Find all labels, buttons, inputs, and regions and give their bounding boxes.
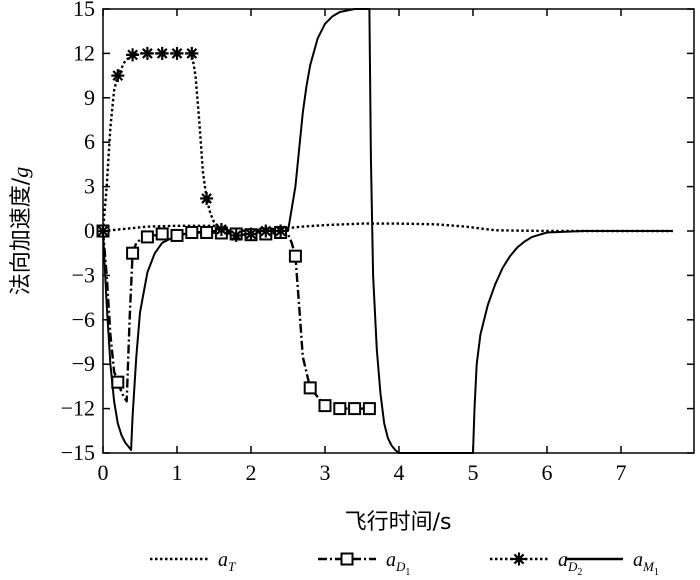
legend-marker-aD1: [340, 552, 354, 566]
y-tick-label: 9: [84, 85, 95, 110]
legend-marker-aD2: [512, 552, 526, 566]
asterisk-stroke: [260, 225, 272, 237]
y-axis-title: 法向加速度/g: [8, 167, 34, 295]
marker-aD2: [140, 46, 154, 60]
marker-aD1: [200, 225, 214, 239]
legend-main: a: [386, 549, 396, 571]
marker-aD1: [185, 225, 199, 239]
series-line-aD1: [101, 230, 370, 410]
asterisk-stroke: [97, 225, 109, 237]
marker-aD1: [170, 228, 184, 242]
marker-aD1: [111, 375, 125, 389]
x-axis-title: 飞行时间/s: [345, 510, 452, 535]
legend-label-aM1: aM1: [633, 549, 659, 578]
y-tick-label: 12: [73, 40, 95, 65]
legend-main: a: [558, 549, 568, 571]
marker-aD2: [111, 69, 125, 83]
legend-subsub: 2: [577, 567, 582, 578]
asterisk-stroke: [230, 230, 242, 241]
x-tick-label: 6: [542, 460, 553, 485]
marker-aD2: [170, 46, 184, 60]
asterisk-stroke: [216, 224, 227, 235]
x-axis-ticks: 0 1 2 3 4 5 6 7: [98, 9, 627, 485]
legend-main: a: [633, 549, 643, 571]
marker-aD2: [200, 191, 214, 205]
series-line-aD2: [101, 52, 281, 237]
y-tick-label: 0: [84, 218, 95, 243]
asterisk-stroke: [513, 553, 525, 565]
marker-aD2: [274, 224, 288, 238]
x-tick-label: 4: [394, 460, 405, 485]
y-axis-title-unit: g: [8, 167, 33, 178]
marker-layer: [96, 46, 376, 416]
y-tick-label: −6: [72, 307, 95, 332]
x-tick-label: 5: [468, 460, 479, 485]
legend-label-aD1: aD1: [386, 549, 410, 578]
legend-sub: D: [567, 559, 578, 574]
marker-aD2: [185, 46, 199, 60]
marker-aD1: [333, 402, 347, 416]
y-tick-label: −3: [72, 262, 95, 287]
marker-aD2: [155, 46, 169, 60]
marker-aD2: [96, 224, 110, 238]
legend-sub: T: [228, 559, 236, 574]
marker-aD2: [229, 228, 243, 242]
marker-aD1: [318, 399, 332, 413]
marker-aD2: [126, 48, 140, 62]
marker-aD1: [348, 402, 362, 416]
legend-main: a: [218, 549, 228, 571]
y-axis-ticks: 15 12 9 6 3 0 −3 −6 −9 −12 −15: [61, 0, 694, 465]
asterisk-stroke: [201, 193, 212, 204]
asterisk-stroke: [156, 48, 168, 59]
x-tick-label: 1: [172, 460, 183, 485]
marker-aD1: [126, 246, 140, 260]
legend-label-aD2: aD2: [558, 549, 582, 578]
asterisk-stroke: [245, 228, 257, 240]
y-tick-label: −9: [72, 351, 95, 376]
marker-aD1: [140, 230, 154, 244]
asterisk-stroke: [127, 49, 138, 61]
x-tick-label: 0: [98, 460, 109, 485]
legend-label-aT: aT: [218, 549, 236, 574]
marker-aD1: [288, 249, 302, 263]
legend-sub: D: [395, 559, 406, 574]
legend-subsub: 1: [405, 567, 410, 578]
y-tick-label: −15: [61, 440, 95, 465]
y-tick-label: 3: [84, 174, 95, 199]
marker-aD2: [259, 224, 273, 238]
marker-aD1: [155, 227, 169, 241]
x-tick-label: 3: [320, 460, 331, 485]
marker-aD1: [362, 402, 376, 416]
marker-aD2: [214, 223, 228, 237]
legend-sub: M: [642, 559, 655, 574]
asterisk-stroke: [275, 225, 286, 237]
asterisk-stroke: [186, 48, 198, 59]
legend-subsub: 1: [654, 567, 659, 578]
series-line-aT: [102, 222, 673, 233]
x-tick-label: 2: [246, 460, 257, 485]
y-tick-label: 15: [73, 0, 95, 21]
y-axis-title-main: 法向加速度/: [9, 177, 34, 295]
asterisk-stroke: [142, 48, 153, 59]
y-tick-label: 6: [84, 129, 95, 154]
marker-aD2: [244, 227, 258, 241]
marker-aD1: [303, 381, 317, 395]
asterisk-stroke: [171, 48, 183, 59]
asterisk-stroke: [112, 70, 124, 81]
x-tick-label: 7: [616, 460, 627, 485]
series-line-aM1: [102, 8, 673, 454]
y-tick-label: −12: [61, 396, 95, 421]
